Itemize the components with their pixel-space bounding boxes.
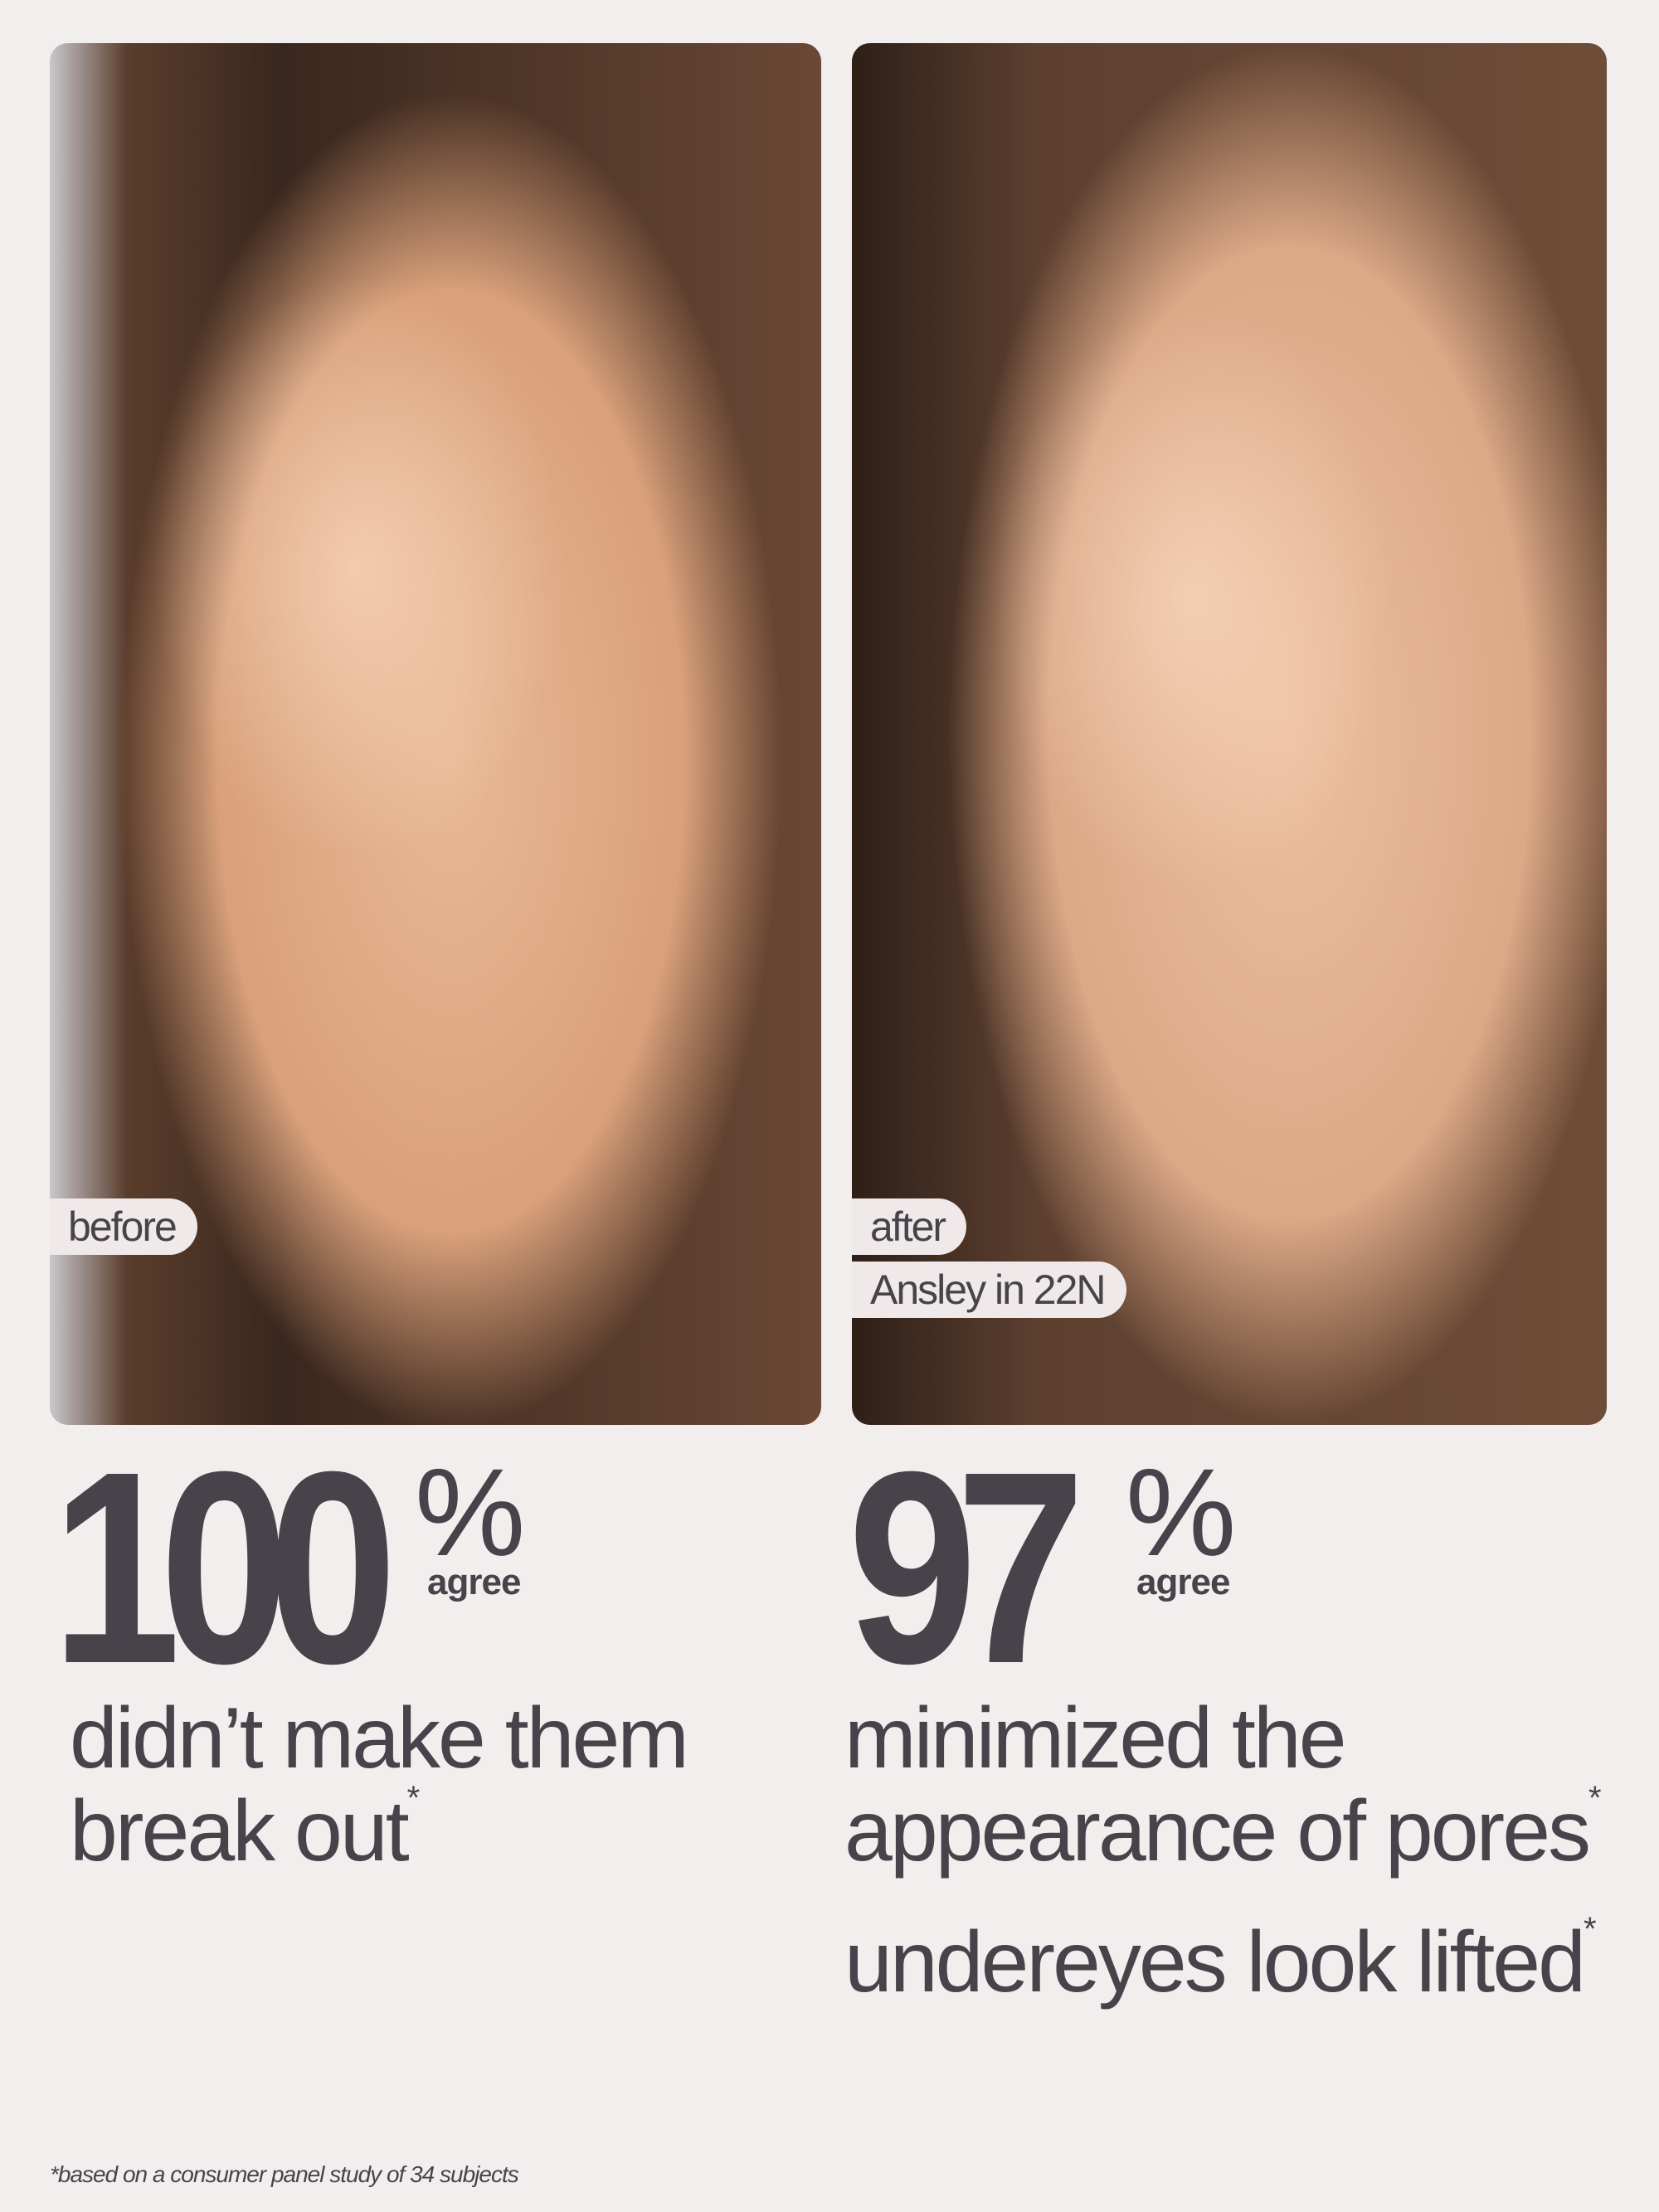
footnote: *based on a consumer panel study of 34 s… [50, 2161, 519, 2187]
stat-description-breakout: didn’t make them break out* [70, 1690, 689, 1879]
footnote-mark: * [1588, 1780, 1601, 1816]
stat-value-breakout: 100 [51, 1414, 397, 1720]
stat-qualifier-breakout: agree [427, 1562, 521, 1602]
stat-qualifier-pores: agree [1136, 1562, 1230, 1602]
before-photo: before [50, 43, 821, 1425]
stat-line: minimized the [844, 1690, 1347, 1787]
stat-line: didn’t make them [70, 1690, 689, 1787]
footnote-mark: * [1583, 1911, 1596, 1947]
stat-line: break out* [70, 1782, 687, 1879]
footnote-mark: * [406, 1780, 420, 1816]
after-photo: after Ansley in 22N [852, 43, 1607, 1425]
stat-value-pores: 97 [848, 1414, 1086, 1720]
model-shade-caption: Ansley in 22N [852, 1262, 1126, 1318]
undereye-claim-text: undereyes look lifted [844, 1914, 1586, 2010]
before-label: before [50, 1198, 197, 1255]
stat-line: appearance of pores* [844, 1782, 1602, 1879]
stat-line-text: appearance of pores [844, 1783, 1591, 1879]
undereye-claim: undereyes look lifted* [844, 1913, 1596, 2010]
stat-description-pores: minimized the appearance of pores* [844, 1690, 1602, 1879]
stat-line-text: break out [70, 1783, 410, 1879]
stat-percent-breakout: % [415, 1442, 526, 1582]
after-label: after [852, 1198, 967, 1255]
stat-percent-pores: % [1126, 1442, 1237, 1582]
